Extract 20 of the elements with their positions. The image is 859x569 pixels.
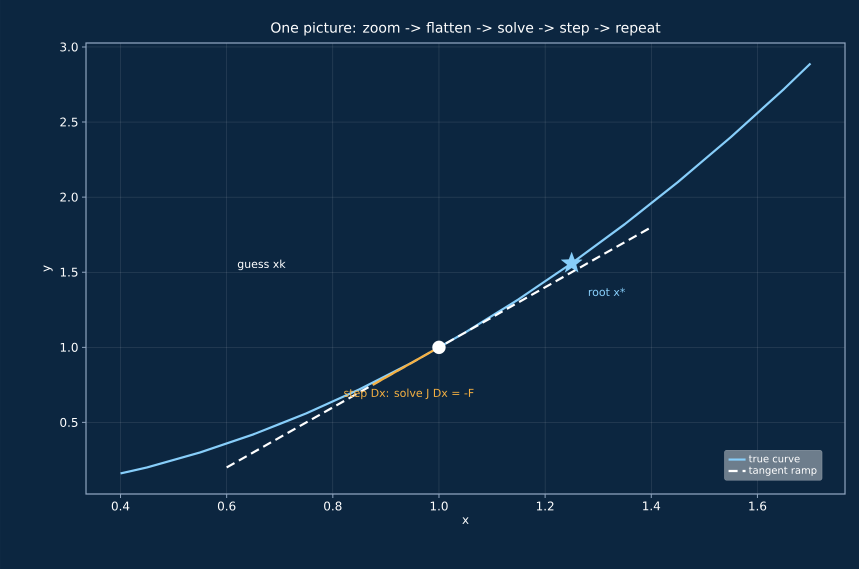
x-axis-title: x: [462, 517, 469, 524]
legend-label: tangent ramp: [748, 466, 817, 476]
x-tick-label: 1.6: [749, 502, 766, 511]
x-tick-label: 0.4: [112, 502, 130, 511]
x-tick-label: 0.6: [218, 502, 236, 511]
legend-label: true curve: [748, 455, 800, 462]
y-tick-label: 0.5: [60, 418, 78, 427]
chart-title: One picture: zoom -> flatten -> solve -> step -> repeat: [271, 22, 660, 36]
x-tick-label: 0.8: [324, 502, 342, 511]
y-axis-title: y: [44, 265, 53, 272]
annotation: guess xk: [238, 260, 286, 270]
x-tick-label: 1.4: [643, 502, 660, 510]
y-tick-label: 2.0: [60, 192, 78, 202]
y-tick-label: 2.5: [60, 118, 78, 127]
y-tick-label: 1.0: [60, 342, 78, 352]
annotation: root x*: [588, 288, 625, 296]
y-tick-label: 1.5: [60, 268, 78, 277]
x-tick-label: 1.0: [430, 502, 448, 511]
x-tick-label: 1.2: [536, 502, 554, 510]
y-tick-label: 3.0: [60, 42, 78, 52]
